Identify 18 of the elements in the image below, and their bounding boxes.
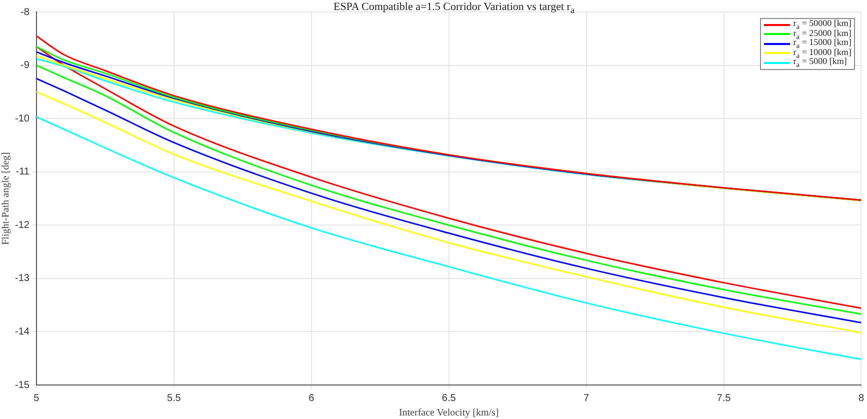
chart-title: ESPA Compatible a=1.5 Corridor Variation vs target r$_{a}$ [332,1,576,16]
y-tick-label: -14 [15,326,30,338]
x-tick-label: 6.5 [442,392,456,404]
y-tick-label: -12 [15,220,30,231]
y-tick-label: -9 [20,60,30,72]
y-tick-label: -15 [15,380,30,391]
x-tick-label: 6 [308,392,315,404]
x-tick-label: 5.5 [166,392,182,404]
x-tick-label: 7 [584,392,590,404]
y-tick-label: -8 [20,6,30,18]
y-tick-label: -11 [16,166,30,178]
x-axis-title: Interface Velocity [km/s] [398,408,499,419]
y-tick-label: -10 [15,113,30,124]
y-tick-label: -13 [15,273,30,284]
x-tick-label: 7.5 [716,392,732,404]
x-tick-label: 5 [34,392,40,404]
y-axis-title: Flight-Path angle [deg] [0,152,12,245]
x-tick-label: 8 [858,392,864,404]
